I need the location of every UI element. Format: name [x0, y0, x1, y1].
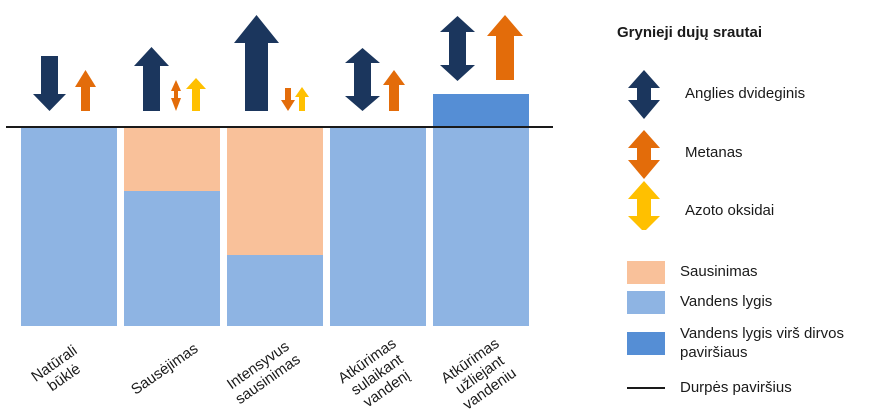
column-label-natural: Natūrali būklė [29, 342, 91, 399]
drainage-segment [124, 127, 220, 191]
column-label-restoration-flooding: Atkūrimas užliejant vandeniu [438, 335, 522, 415]
legend-water-swatch [627, 291, 665, 314]
legend-water-above-label: Vandens lygis virš dirvos paviršiaus [680, 324, 844, 362]
nox-up-arrow-icon [186, 78, 206, 111]
ch4-up-arrow-icon [487, 15, 523, 80]
column-label-intensive-drainage: Intensyvus sausinimas [223, 337, 304, 408]
ch4-double-arrow-icon [171, 80, 181, 111]
column-natural [21, 127, 117, 326]
drainage-segment [227, 127, 323, 255]
column-label-restoration-retaining: Atkūrimas sulaikant vandenį [335, 335, 419, 415]
label-line: Sausėjimas [128, 340, 202, 399]
flux-arrows [33, 15, 523, 111]
legend-drainage-label: Sausinimas [680, 263, 758, 280]
column-restoration-retaining [330, 127, 426, 326]
legend-water-label: Vandens lygis [680, 293, 773, 310]
column-intensive-drainage [227, 127, 323, 326]
water-level-segment [433, 127, 529, 326]
legend-title: Grynieji dujų srautai [617, 24, 763, 41]
legend-ch4-label: Metanas [685, 144, 743, 161]
water-level-segment [124, 191, 220, 326]
water-level-segment [21, 127, 117, 326]
legend-drainage-swatch [627, 261, 665, 284]
label-line: Vandens lygis virš dirvos [680, 325, 844, 342]
label-line: paviršiaus [680, 344, 748, 361]
co2-up-arrow-icon [134, 47, 169, 111]
legend-surface-label: Durpės paviršius [680, 379, 792, 396]
legend-surface-line [627, 387, 665, 389]
nox-up-arrow-icon [295, 87, 309, 111]
legend-nox-label: Azoto oksidai [685, 202, 775, 219]
column-drying [124, 127, 220, 326]
column-label-drying: Sausėjimas [128, 340, 201, 398]
ch4-up-arrow-icon [75, 70, 96, 111]
ch4-down-arrow-icon [281, 88, 295, 111]
ch4-up-arrow-icon [383, 70, 405, 111]
co2-double-arrow-icon [345, 48, 380, 111]
co2-down-arrow-icon [33, 56, 66, 111]
ch4-double-arrow-icon [628, 130, 660, 179]
co2-up-arrow-icon [234, 15, 279, 111]
legend-co2-label: Anglies dvideginis [685, 85, 806, 102]
co2-double-arrow-icon [440, 16, 475, 81]
column-restoration-flooding [433, 94, 529, 326]
water-level-segment [227, 255, 323, 326]
legend-gas-icons [628, 70, 660, 230]
legend-water-above-swatch [627, 332, 665, 355]
water-above-surface-segment [433, 94, 529, 127]
peat-surface-line [6, 126, 553, 128]
nox-double-arrow-icon [628, 181, 660, 230]
water-level-segment [330, 127, 426, 326]
co2-double-arrow-icon [628, 70, 660, 119]
